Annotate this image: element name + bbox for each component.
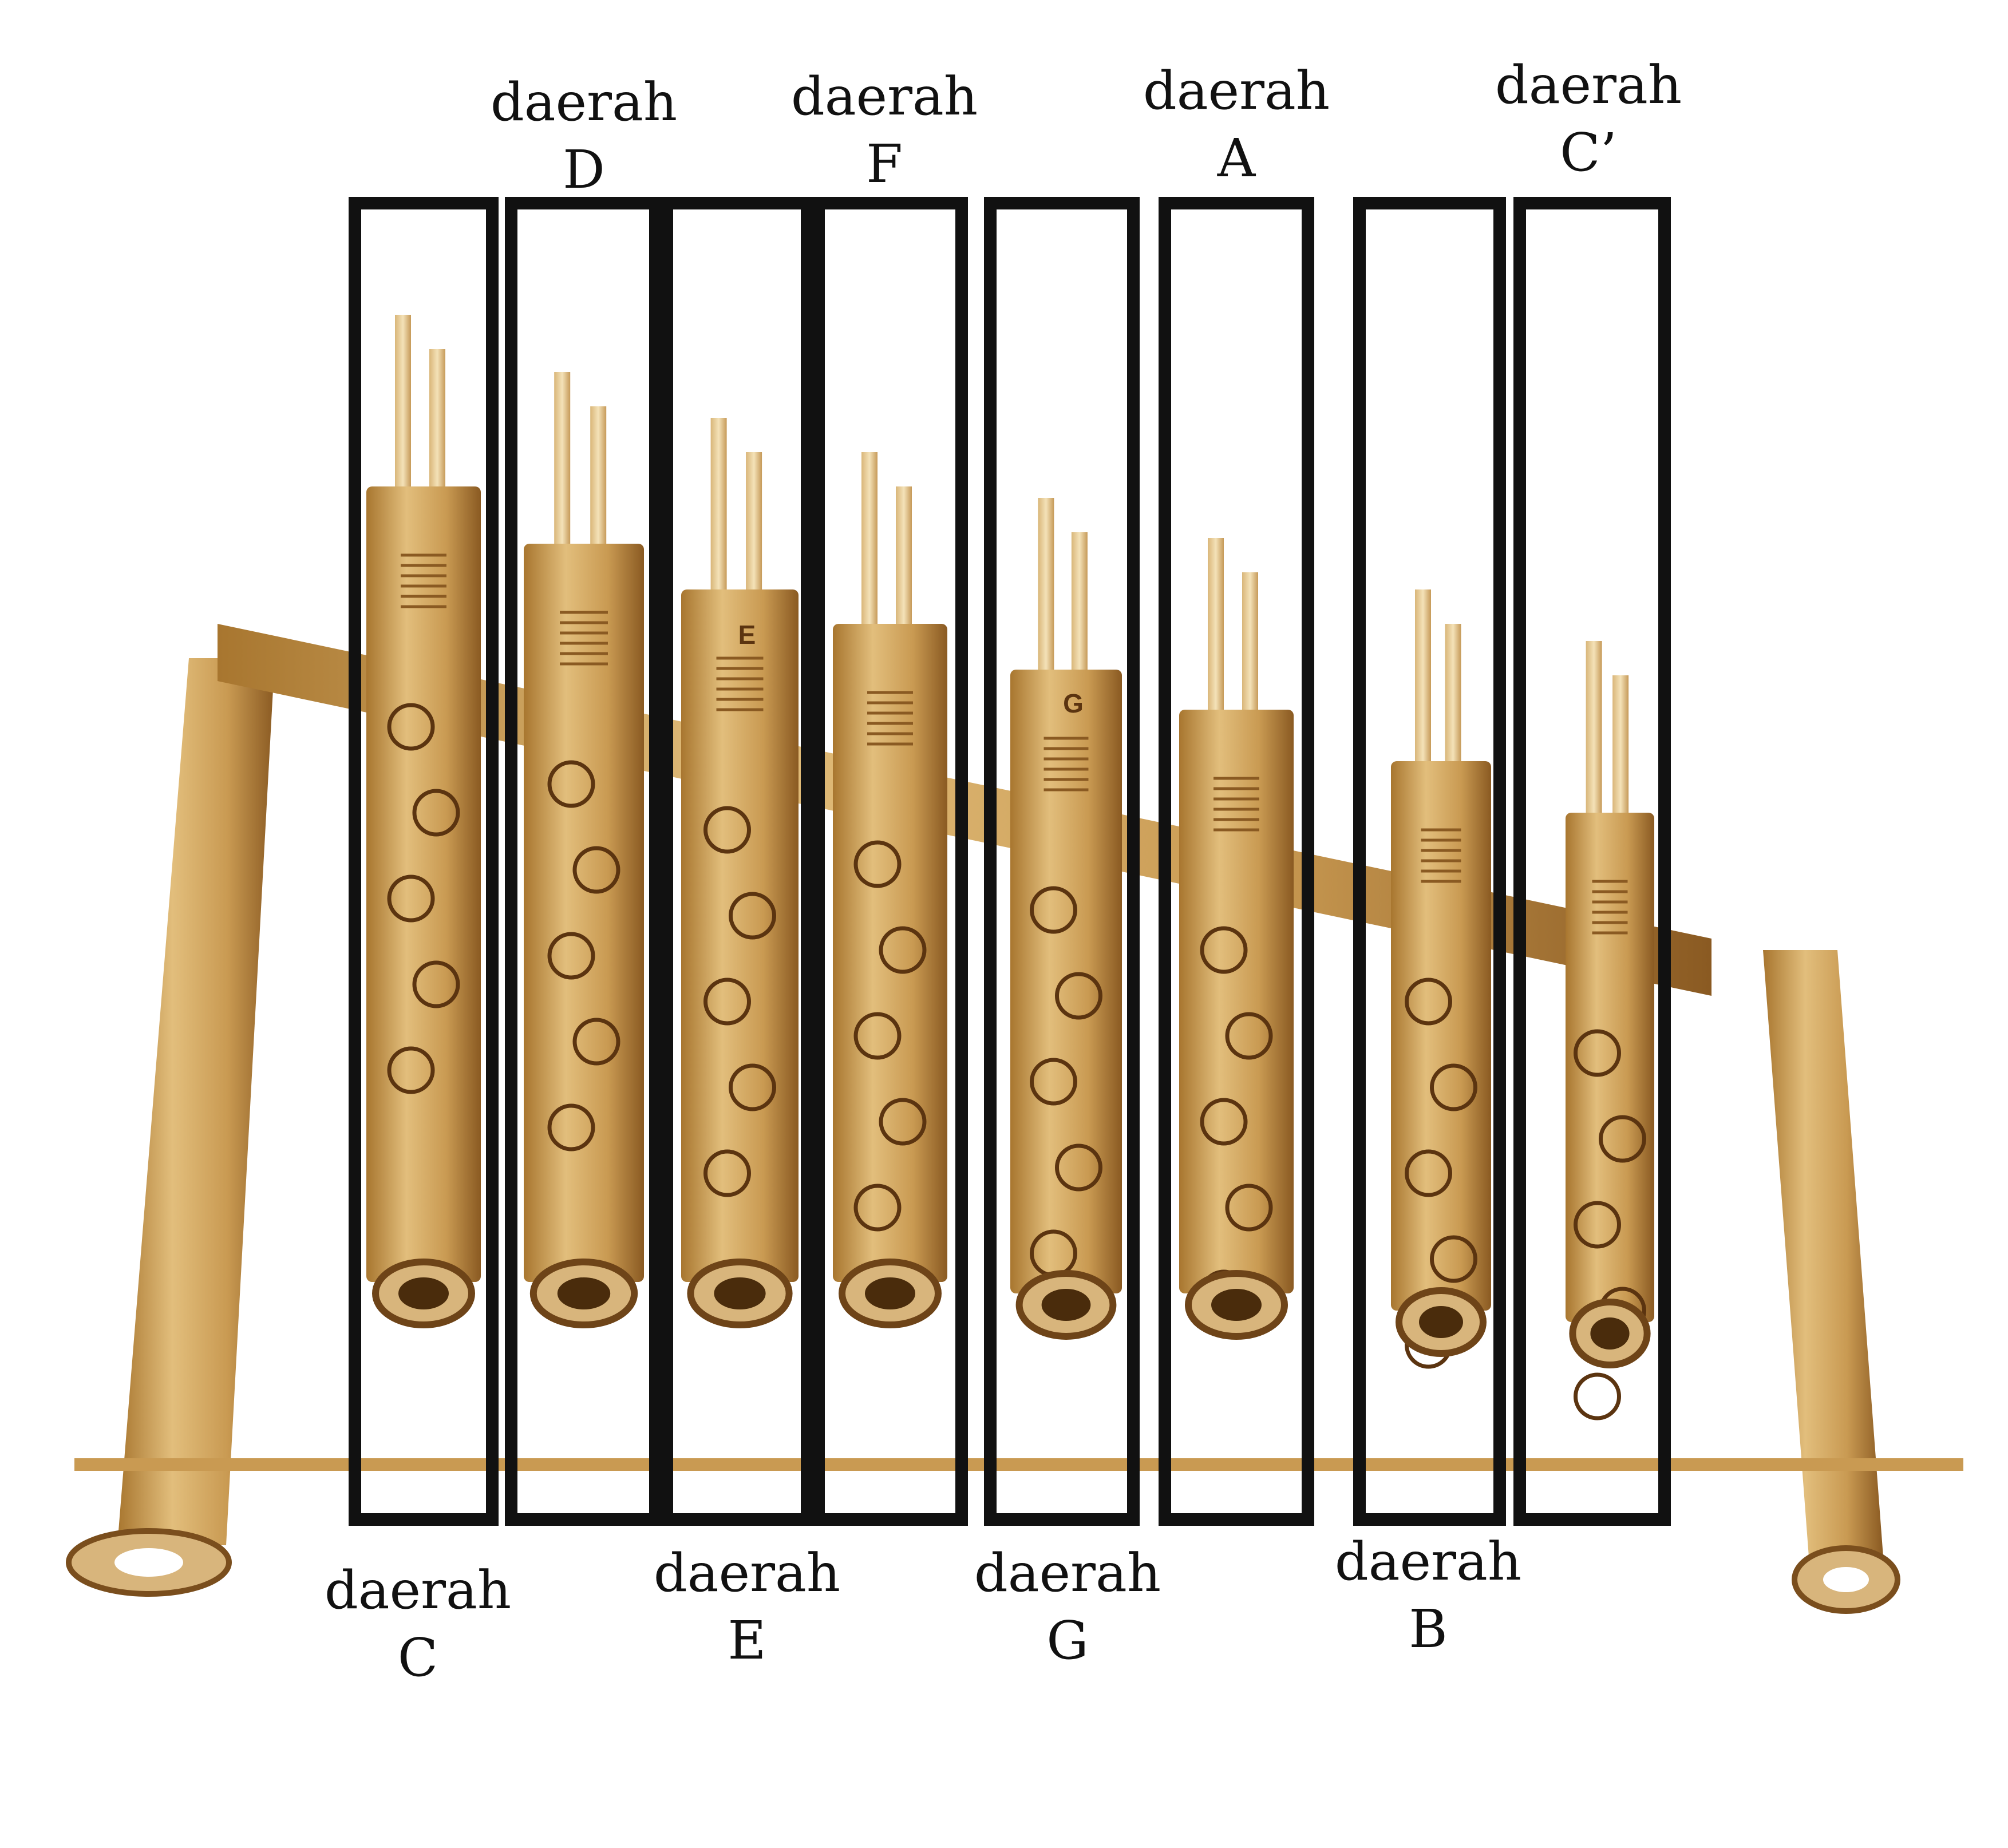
tube-engraving [387, 703, 435, 751]
tube-engraving [1599, 1115, 1646, 1163]
region-label-word: daerah [324, 1560, 512, 1621]
bamboo-tube [524, 372, 644, 1328]
region-label: daerah D [469, 69, 698, 204]
bamboo-tube [1010, 498, 1122, 1340]
region-label: daerah G [953, 1540, 1182, 1675]
region-label: daerah A [1122, 57, 1351, 192]
tube-engraving [572, 846, 620, 894]
bamboo-tube [1566, 641, 1654, 1420]
tube-engraving [547, 760, 595, 808]
tube-engraving [1055, 1143, 1102, 1192]
region-box [349, 197, 499, 1526]
region-box [661, 197, 813, 1526]
tube-engraving [879, 926, 927, 974]
region-boxes [349, 197, 1671, 1526]
tube-body [1010, 670, 1122, 1293]
bottom-rod [74, 1458, 1963, 1471]
region-label-word: daerah [974, 1542, 1161, 1604]
region-label-word: daerah [790, 66, 978, 127]
bamboo-tubes: EG [366, 315, 1654, 1420]
tube-engraving [703, 978, 751, 1026]
tube-engraving [1055, 972, 1102, 1020]
region-label-word: daerah [1334, 1531, 1522, 1592]
tube-engraving [729, 892, 776, 940]
tube-engraving [853, 1184, 902, 1232]
tube-engraving [412, 960, 460, 1008]
tube-engraving [1430, 1235, 1477, 1283]
tube-engraving [853, 840, 902, 888]
region-label-note: D [563, 139, 605, 200]
tube-foot-hole [557, 1277, 611, 1309]
region-label: daerah E [633, 1540, 861, 1675]
tube-engraving [1574, 1201, 1621, 1249]
region-box [1513, 197, 1671, 1526]
region-label: daerah B [1314, 1528, 1543, 1663]
tube-letter: E [738, 620, 756, 650]
tube-engraving [1225, 1184, 1273, 1232]
tube-engraving [703, 806, 751, 854]
bamboo-tube [833, 452, 947, 1328]
tube-foot-hole [865, 1277, 915, 1309]
region-label-note: C [397, 1627, 438, 1688]
tube-engraving [853, 1012, 902, 1060]
tube-engraving [1405, 978, 1452, 1026]
region-box [1353, 197, 1506, 1526]
bamboo-tube [1391, 589, 1491, 1369]
tube-engraving [1405, 1149, 1452, 1197]
region-label-word: daerah [1143, 60, 1330, 121]
region-label-note: G [1046, 1610, 1089, 1671]
tube-engraving [1200, 1098, 1248, 1146]
tube-body [1566, 813, 1654, 1322]
tube-engraving [547, 932, 595, 980]
tube-engraving [879, 1098, 927, 1146]
tube-engraving [412, 789, 460, 837]
tube-engraving [703, 1149, 751, 1197]
tube-body [833, 624, 947, 1282]
tube-letter: G [1063, 688, 1084, 718]
tube-engraving [1030, 1058, 1077, 1106]
right-post [1763, 950, 1883, 1557]
left-post [117, 658, 275, 1545]
tube-foot-hole [714, 1277, 766, 1309]
tube-foot-hole [1419, 1306, 1463, 1338]
tube-engraving [1200, 926, 1248, 974]
region-label-note: F [866, 133, 903, 195]
region-label: daerah C’ [1474, 52, 1703, 187]
tube-engraving [1225, 1012, 1273, 1060]
region-label-word: daerah [1495, 54, 1682, 116]
bamboo-tube [1179, 538, 1294, 1340]
tube-engraving [1574, 1029, 1621, 1077]
region-label: daerah F [770, 63, 999, 198]
region-label-word: daerah [653, 1542, 841, 1604]
tube-body [1179, 710, 1294, 1293]
tube-engraving [547, 1103, 595, 1151]
region-box [505, 197, 662, 1526]
tube-engraving [387, 1046, 435, 1094]
region-label-note: B [1409, 1598, 1448, 1660]
region-label-note: C’ [1560, 122, 1617, 183]
region-box [1159, 197, 1314, 1526]
tube-engraving [1030, 886, 1077, 934]
region-label-note: A [1217, 128, 1256, 189]
tube-engraving [572, 1018, 620, 1066]
tube-engraving [729, 1063, 776, 1111]
region-box [984, 197, 1140, 1526]
tube-foot-hole [1041, 1289, 1091, 1321]
tube-foot-hole [1211, 1289, 1262, 1321]
tube-engraving [1430, 1063, 1477, 1111]
tube-body [1391, 761, 1491, 1311]
tube-engraving [387, 874, 435, 923]
bamboo-tube [366, 315, 481, 1328]
tube-body [524, 544, 644, 1282]
tube-foot-hole [398, 1277, 449, 1309]
tube-foot-hole [1590, 1317, 1630, 1350]
region-box [812, 197, 968, 1526]
tube-engraving [1574, 1372, 1621, 1420]
region-label-word: daerah [490, 72, 678, 133]
bamboo-tube [681, 418, 799, 1328]
region-label: daerah C [303, 1557, 532, 1692]
region-label-note: E [728, 1610, 766, 1671]
